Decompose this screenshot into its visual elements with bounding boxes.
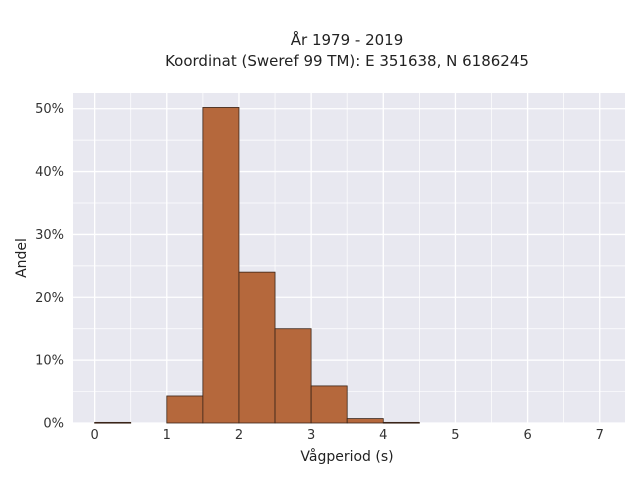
x-tick-label: 0 [91, 428, 99, 443]
histogram-bar [238, 271, 276, 424]
x-tick-label: 7 [596, 428, 604, 443]
y-tick-label: 0% [43, 417, 64, 432]
x-tick-label: 2 [235, 428, 243, 443]
y-tick-label: 30% [35, 228, 64, 243]
plot-area [73, 93, 625, 423]
x-tick-label: 1 [163, 428, 171, 443]
x-tick-label: 6 [523, 428, 531, 443]
y-axis-label: Andel [14, 238, 30, 278]
histogram-bar [202, 107, 240, 424]
y-tick-label: 40% [35, 165, 64, 180]
chart-title-line2: Koordinat (Sweref 99 TM): E 351638, N 61… [165, 52, 529, 70]
y-tick-label: 50% [35, 102, 64, 117]
histogram-bar [346, 418, 384, 424]
x-tick-label: 4 [379, 428, 387, 443]
grid [73, 93, 625, 424]
x-tick-label: 5 [451, 428, 459, 443]
histogram-bar [94, 421, 132, 424]
histogram-bar [310, 385, 348, 424]
y-axis-ticks: 0% 10% 20% 30% 40% 50% [35, 102, 64, 431]
x-axis-label: Vågperiod (s) [300, 448, 393, 465]
histogram-bar [274, 328, 312, 424]
y-tick-label: 10% [35, 354, 64, 369]
bars [94, 107, 420, 424]
x-tick-label: 3 [307, 428, 315, 443]
histogram-bar [382, 421, 420, 424]
histogram-bar [166, 395, 204, 424]
x-axis-ticks: 0 1 2 3 4 5 6 7 [91, 428, 604, 443]
chart-title-line1: År 1979 - 2019 [291, 30, 404, 49]
y-tick-label: 20% [35, 291, 64, 306]
